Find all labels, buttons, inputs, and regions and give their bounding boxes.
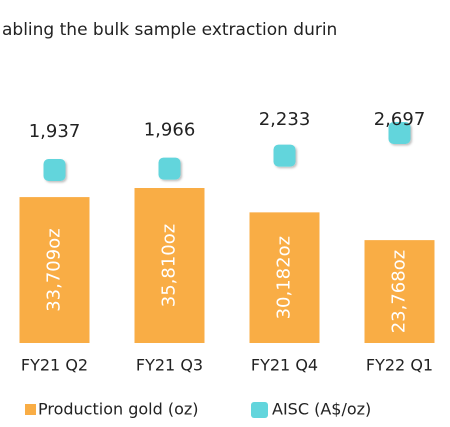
- bar-label: 33,709oz: [44, 228, 65, 311]
- bar-label: 30,182oz: [274, 236, 295, 319]
- x-tick-label: FY21 Q3: [136, 356, 203, 375]
- bar: [249, 212, 320, 343]
- legend-swatch: [251, 402, 268, 418]
- bar-label: 35,810oz: [159, 224, 180, 307]
- bar: [134, 188, 205, 343]
- bar-label: 23,768oz: [389, 250, 410, 333]
- header-text: abling the bulk sample extraction durin: [2, 20, 337, 40]
- aisc-label: 2,233: [259, 109, 311, 130]
- x-tick-label: FY21 Q4: [251, 356, 318, 375]
- legend-swatch: [25, 404, 36, 415]
- aisc-marker: [43, 159, 66, 181]
- x-tick-label: FY21 Q2: [21, 356, 88, 375]
- x-tick-label: FY22 Q1: [366, 356, 433, 375]
- legend-label: AISC (A$/oz): [272, 400, 371, 419]
- aisc-label: 1,937: [29, 121, 81, 142]
- bar: [364, 240, 435, 343]
- aisc-marker: [158, 157, 181, 180]
- aisc-marker: [388, 122, 411, 144]
- aisc-marker: [273, 144, 296, 167]
- legend-label: Production gold (oz): [38, 400, 199, 419]
- aisc-label: 2,697: [374, 109, 426, 130]
- bar: [19, 197, 90, 343]
- aisc-label: 1,966: [144, 120, 196, 141]
